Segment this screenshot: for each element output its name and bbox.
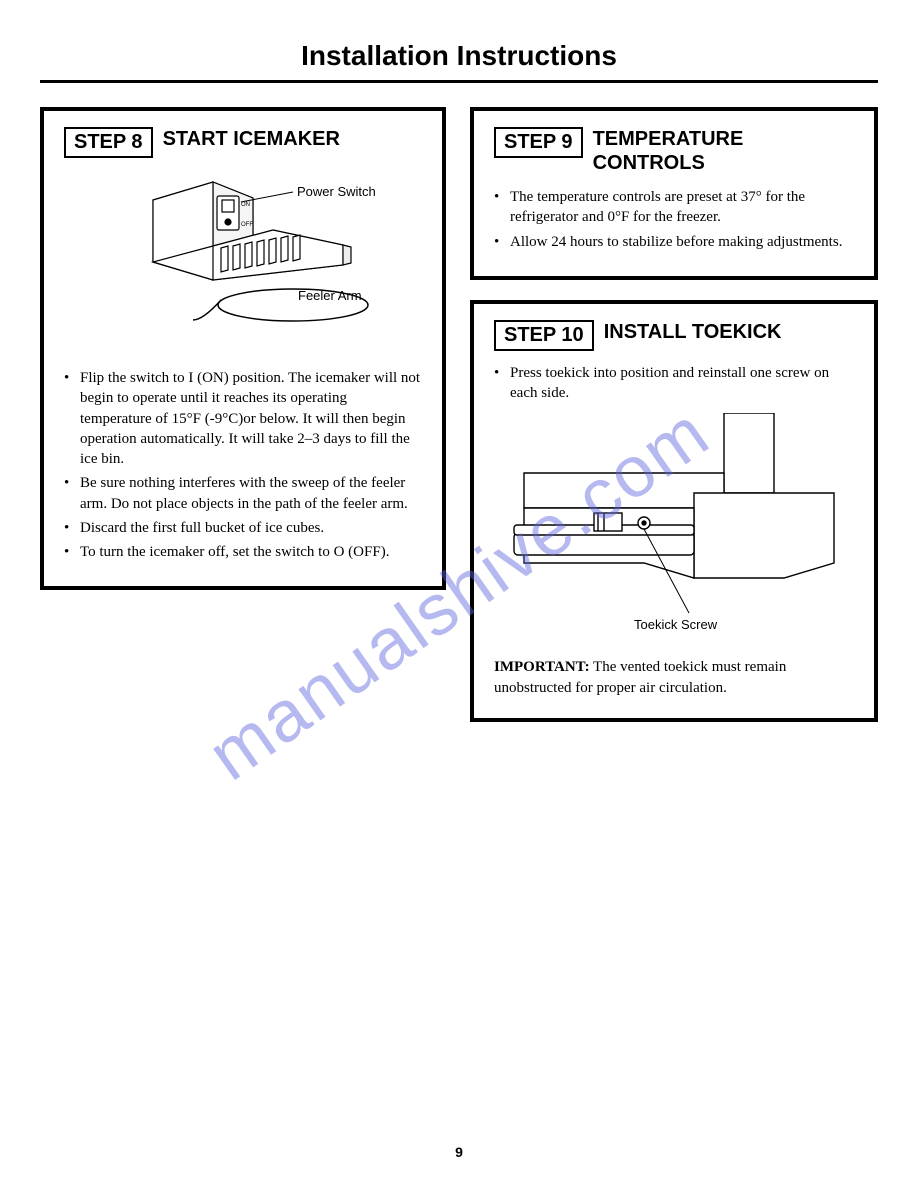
icemaker-diagram: Power Switch ON OFF Feeler Arm <box>93 170 393 350</box>
step10-title: INSTALL TOEKICK <box>604 320 782 344</box>
step10-bullets: Press toekick into position and reinstal… <box>494 363 854 404</box>
page-title: Installation Instructions <box>40 40 878 83</box>
step8-bullet: To turn the icemaker off, set the switch… <box>64 542 422 562</box>
step9-bullet: Allow 24 hours to stabilize before makin… <box>494 232 854 252</box>
step9-title: TEMPERATURE CONTROLS <box>593 127 854 175</box>
step9-bullets: The temperature controls are preset at 3… <box>494 187 854 252</box>
feeler-arm-label: Feeler Arm <box>298 288 362 303</box>
page-number: 9 <box>0 1144 918 1160</box>
step10-box: STEP 10 INSTALL TOEKICK Press toekick in… <box>470 300 878 722</box>
step8-title: START ICEMAKER <box>163 127 340 151</box>
step8-bullet: Be sure nothing interferes with the swee… <box>64 473 422 514</box>
step10-important: IMPORTANT: The vented toekick must remai… <box>494 657 854 698</box>
right-column: STEP 9 TEMPERATURE CONTROLS The temperat… <box>470 107 878 722</box>
step9-badge: STEP 9 <box>494 127 583 158</box>
content-columns: STEP 8 START ICEMAKER <box>40 107 878 722</box>
step8-box: STEP 8 START ICEMAKER <box>40 107 446 590</box>
step10-header: STEP 10 INSTALL TOEKICK <box>494 320 854 351</box>
important-label: IMPORTANT: <box>494 659 590 675</box>
step8-illustration: Power Switch ON OFF Feeler Arm <box>64 170 422 350</box>
step9-box: STEP 9 TEMPERATURE CONTROLS The temperat… <box>470 107 878 280</box>
step8-bullet: Discard the first full bucket of ice cub… <box>64 518 422 538</box>
step10-badge: STEP 10 <box>494 320 594 351</box>
toekick-screw-label: Toekick Screw <box>634 617 718 632</box>
on-label: ON <box>241 202 250 208</box>
left-column: STEP 8 START ICEMAKER <box>40 107 446 722</box>
step8-header: STEP 8 START ICEMAKER <box>64 127 422 158</box>
power-switch-label: Power Switch <box>297 184 376 199</box>
step10-bullet: Press toekick into position and reinstal… <box>494 363 854 404</box>
step8-bullet: Flip the switch to I (ON) position. The … <box>64 368 422 469</box>
off-label: OFF <box>241 222 253 228</box>
step8-bullets: Flip the switch to I (ON) position. The … <box>64 368 422 562</box>
step10-illustration: Toekick Screw <box>494 413 854 643</box>
toekick-diagram: Toekick Screw <box>494 413 854 643</box>
step9-bullet: The temperature controls are preset at 3… <box>494 187 854 228</box>
step8-badge: STEP 8 <box>64 127 153 158</box>
step9-header: STEP 9 TEMPERATURE CONTROLS <box>494 127 854 175</box>
